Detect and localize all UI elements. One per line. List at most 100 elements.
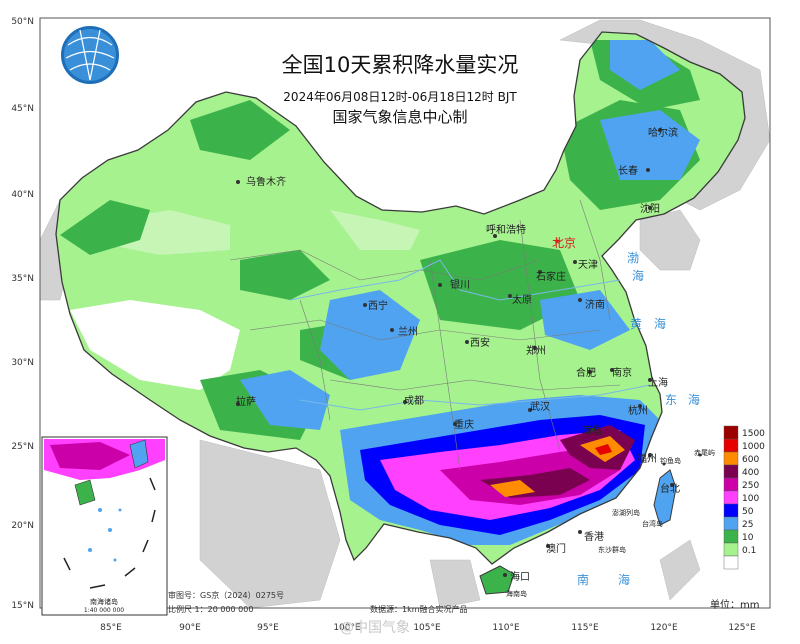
lon-label: 115°E (571, 623, 599, 633)
latitude-labels: 50°N 45°N 40°N 35°N 30°N 25°N 20°N 15°N (11, 17, 34, 611)
city-label: 兰州 (398, 325, 418, 338)
lat-label: 30°N (11, 358, 34, 368)
unit-label: 单位：mm (710, 598, 759, 611)
city-labels: 乌鲁木齐 哈尔滨 长春 沈阳 呼和浩特 北京 天津 石家庄 银川 太原 济南 西… (236, 126, 680, 583)
data-source: 数据源：1km融合实况产品 (370, 604, 468, 614)
lon-label: 95°E (257, 623, 279, 633)
island-label: 澎湖列岛 (612, 508, 640, 517)
city-label: 合肥 (576, 366, 596, 379)
city-label: 重庆 (454, 418, 474, 431)
city-label: 西宁 (368, 299, 388, 312)
map-title: 全国10天累积降水量实况 (282, 53, 519, 77)
inset-scale: 1:40 000 000 (84, 607, 124, 614)
legend-swatch (723, 490, 739, 505)
lon-label: 90°E (179, 623, 201, 633)
sea-labels: 渤 海 黄 海 东 海 南 海 (577, 251, 700, 587)
legend-swatch (723, 425, 739, 440)
legend-swatch (723, 451, 739, 466)
city-label: 西安 (470, 336, 490, 349)
legend-swatch (723, 438, 739, 453)
city-label: 福州 (637, 452, 657, 465)
city-label: 杭州 (628, 404, 648, 417)
legend-swatch (723, 542, 739, 557)
legend-label: 100 (742, 494, 759, 504)
sea-label: 黄 (630, 317, 642, 331)
city-label-capital: 北京 (552, 236, 576, 250)
sea-label: 东 (665, 393, 677, 407)
watermark: @中国气象 (340, 620, 410, 636)
legend-swatch (723, 516, 739, 531)
lat-label: 25°N (11, 442, 34, 452)
city-label: 乌鲁木齐 (246, 175, 286, 188)
lat-label: 40°N (11, 190, 34, 200)
legend-label: 400 (742, 468, 759, 478)
cma-logo (59, 24, 121, 86)
legend-label: 0.1 (742, 546, 756, 556)
city-label: 太原 (512, 293, 532, 306)
sea-label: 海 (688, 392, 700, 407)
legend-swatch (723, 477, 739, 492)
legend-label: 10 (742, 533, 754, 543)
south-china-sea-inset: 南海诸岛 1:40 000 000 (41, 436, 168, 616)
city-label: 呼和浩特 (486, 224, 526, 236)
map-subtitle: 2024年06月08日12时-06月18日12时 BJT (283, 90, 517, 104)
precipitation-legend: 1500 1000 600 400 250 100 50 25 10 0.1 (723, 425, 765, 570)
legend-swatch (723, 503, 739, 518)
inset-title: 南海诸岛 (90, 597, 118, 606)
lat-label: 50°N (11, 17, 34, 27)
island-label: 钓鱼岛 (660, 456, 681, 465)
longitude-labels: 85°E 90°E 95°E 100°E 105°E 110°E 115°E 1… (100, 623, 756, 633)
map-scale: 比例尺 1：20 000 000 (168, 604, 253, 614)
map-producer: 国家气象信息中心制 (332, 108, 467, 126)
legend-label: 50 (742, 507, 754, 517)
lon-label: 105°E (413, 623, 441, 633)
sea-label: 海 (654, 316, 666, 331)
city-label: 武汉 (530, 400, 550, 413)
island-label: 赤尾屿 (694, 448, 715, 457)
city-label: 南京 (612, 366, 632, 379)
province-borders (229, 199, 621, 471)
city-label: 石家庄 (536, 270, 566, 283)
island-labels: 钓鱼岛 赤尾屿 澎湖列岛 台湾岛 东沙群岛 海南岛 (506, 448, 715, 598)
legend-label: 600 (742, 455, 759, 465)
island-label: 海南岛 (506, 589, 527, 598)
lat-label: 20°N (11, 521, 34, 531)
legend-label: 250 (742, 481, 759, 491)
lon-label: 110°E (492, 623, 520, 633)
map-frame (39, 17, 771, 609)
city-label: 天津 (578, 259, 598, 271)
lat-label: 45°N (11, 104, 34, 114)
city-label: 成都 (404, 395, 424, 407)
sea-label: 渤 (627, 251, 639, 265)
city-label: 上海 (648, 376, 668, 389)
sea-label: 南 (577, 572, 589, 587)
city-label: 沈阳 (640, 202, 660, 215)
lat-label: 15°N (11, 601, 34, 611)
island-label: 东沙群岛 (598, 545, 626, 554)
rivers (289, 259, 651, 411)
city-label: 海口 (510, 570, 530, 583)
city-label: 南昌 (582, 424, 602, 437)
lon-label: 85°E (100, 623, 122, 633)
legend-swatch (723, 555, 739, 570)
lon-label: 125°E (728, 623, 756, 633)
city-label: 拉萨 (236, 395, 256, 408)
city-label: 济南 (585, 298, 605, 311)
china-border (55, 31, 746, 565)
city-label: 香港 (584, 531, 604, 543)
city-label: 澳门 (546, 542, 566, 555)
city-label: 哈尔滨 (648, 126, 678, 139)
city-label: 郑州 (526, 344, 546, 357)
hainan-island (479, 565, 515, 595)
sea-label: 海 (618, 572, 630, 587)
island-label: 台湾岛 (642, 519, 663, 528)
legend-label: 25 (742, 520, 753, 530)
lon-label: 100°E (333, 623, 361, 633)
legend-swatch (723, 529, 739, 544)
lat-label: 35°N (11, 274, 34, 284)
legend-swatch (723, 464, 739, 479)
city-label: 台北 (660, 482, 680, 495)
legend-label: 1000 (742, 442, 765, 452)
